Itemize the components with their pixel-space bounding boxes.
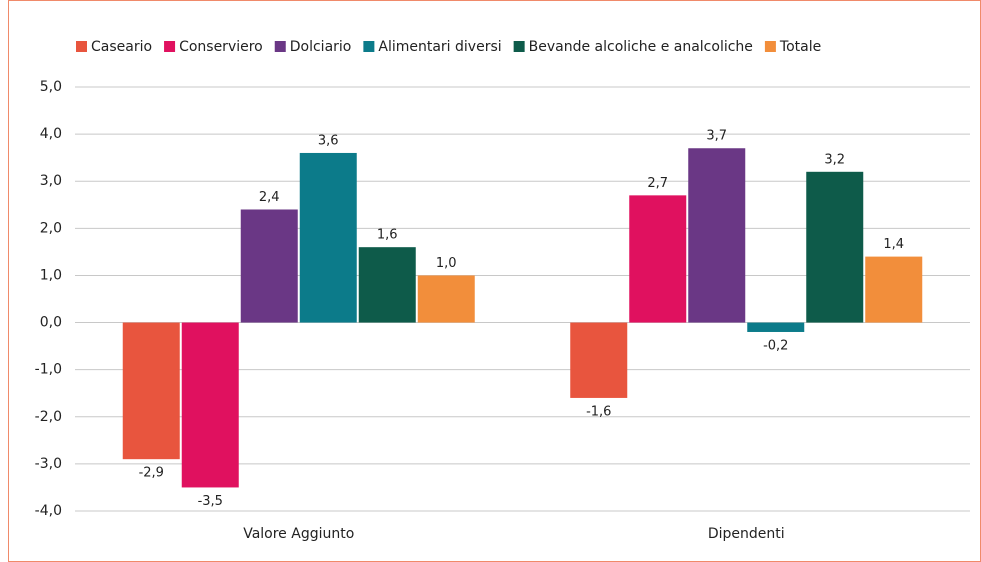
y-tick-label: -4,0 [35, 503, 62, 519]
legend-label: Dolciario [290, 39, 352, 55]
bar [806, 171, 864, 323]
data-label: 1,6 [377, 228, 398, 243]
bar [299, 152, 357, 323]
y-tick-label: 4,0 [40, 126, 62, 142]
bar [358, 247, 416, 323]
y-tick-label: 0,0 [40, 315, 62, 331]
bar [865, 256, 923, 323]
data-label: 3,7 [706, 129, 727, 144]
legend-label: Bevande alcoliche e analcoliche [529, 39, 753, 55]
legend-label: Totale [779, 39, 821, 55]
data-label: 2,4 [259, 190, 280, 205]
data-label: -3,5 [198, 494, 223, 509]
data-label: 2,7 [647, 176, 668, 191]
legend-swatch [513, 41, 525, 52]
y-tick-label: -1,0 [35, 362, 62, 378]
legend-label: Alimentari diversi [378, 39, 501, 55]
data-label: -0,2 [763, 338, 788, 353]
legend-swatch [274, 41, 286, 52]
bar [629, 195, 687, 323]
bar [570, 322, 628, 398]
y-tick-label: -3,0 [35, 456, 62, 472]
data-label: -1,6 [586, 404, 611, 419]
legend-swatch [363, 41, 375, 52]
y-tick-label: 2,0 [40, 220, 62, 236]
y-tick-label: 3,0 [40, 173, 62, 189]
data-label: 3,6 [318, 133, 339, 148]
legend-label: Caseario [91, 39, 152, 55]
bar [417, 275, 475, 323]
x-tick-label: Valore Aggiunto [243, 526, 354, 542]
y-tick-label: 5,0 [40, 79, 62, 95]
y-tick-label: 1,0 [40, 267, 62, 283]
bar [747, 322, 805, 332]
legend-swatch [764, 41, 776, 52]
y-tick-label: -2,0 [35, 409, 62, 425]
legend-swatch [76, 41, 87, 52]
x-tick-label: Dipendenti [708, 526, 785, 542]
bar [181, 322, 239, 488]
legend-swatch [164, 41, 176, 52]
legend-label: Conserviero [179, 39, 263, 55]
data-label: -2,9 [139, 466, 164, 481]
data-label: 3,2 [824, 152, 845, 167]
bar [240, 209, 298, 323]
data-label: 1,0 [436, 256, 457, 271]
bar [688, 148, 746, 323]
bar [122, 322, 180, 460]
data-label: 1,4 [883, 237, 904, 252]
